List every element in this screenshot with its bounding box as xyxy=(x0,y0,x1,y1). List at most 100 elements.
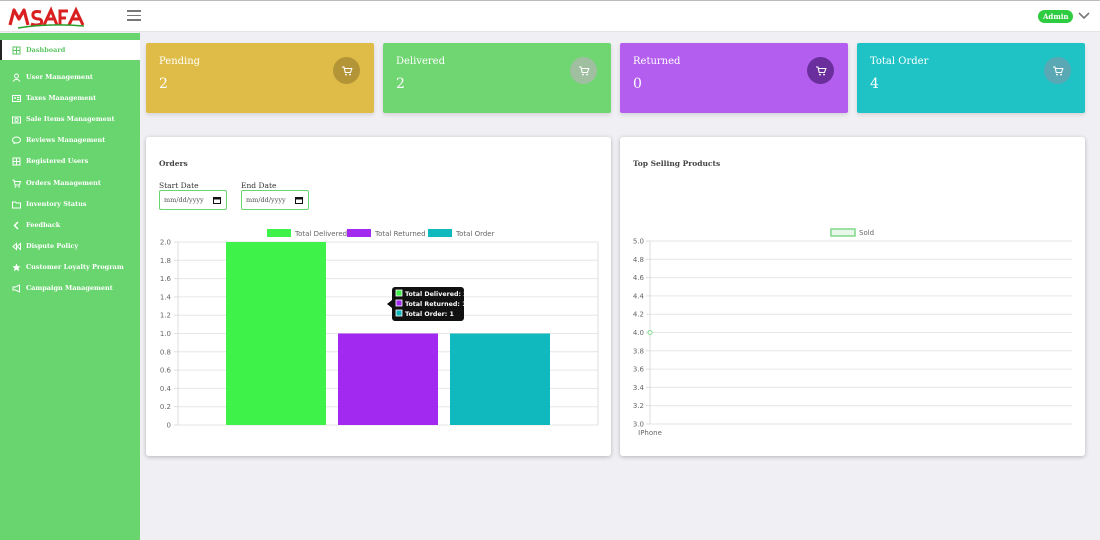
orders-title: Orders xyxy=(159,159,188,168)
sidebar-item-dashboard[interactable]: Dashboard xyxy=(0,40,140,60)
stat-card-pending: Pending 2 xyxy=(146,43,374,113)
bar-total-order xyxy=(450,333,550,425)
sidebar-item-reviews-management[interactable]: Reviews Management xyxy=(0,130,140,150)
y-tick-label: 0.4 xyxy=(160,385,172,393)
start-date-label: Start Date xyxy=(159,181,199,190)
stat-card-label: Pending xyxy=(159,56,201,67)
legend-swatch xyxy=(267,229,291,237)
sidebar-item-feedback[interactable]: Feedback xyxy=(0,215,140,235)
cart-icon xyxy=(12,179,21,188)
sidebar-item-campaign-management[interactable]: Campaign Management xyxy=(0,278,140,298)
top-selling-panel: Top Selling Products Sold 3.0 3.2 3.4 3.6 3.8… xyxy=(620,137,1085,456)
y-tick-label: 0.6 xyxy=(160,367,172,375)
admin-badge[interactable]: Admin xyxy=(1038,10,1074,23)
sidebar-item-label: Campaign Management xyxy=(26,284,113,292)
tooltip-box xyxy=(392,287,464,321)
y-tick-label: 3.8 xyxy=(633,347,644,355)
tooltip-line: Total Delivered: 2 xyxy=(405,291,468,298)
top-selling-title: Top Selling Products xyxy=(633,159,721,168)
sidebar-item-user-management[interactable]: User Management xyxy=(0,67,140,87)
y-tick-label: 4.0 xyxy=(633,329,644,337)
legend-label: Sold xyxy=(859,229,874,237)
sidebar-item-label: Customer Loyalty Program xyxy=(26,263,124,271)
sidebar-item-dispute-policy[interactable]: Dispute Policy xyxy=(0,236,140,256)
stat-card-value: 2 xyxy=(396,76,405,92)
legend-swatch xyxy=(428,229,452,237)
comment-icon xyxy=(12,136,21,144)
cart-icon xyxy=(333,57,360,84)
sidebar-item-label: Taxes Management xyxy=(26,94,97,102)
bar-total-delivered xyxy=(226,242,326,425)
stat-card-label: Delivered xyxy=(396,56,445,67)
sidebar-item-label: Feedback xyxy=(26,221,61,229)
y-tick-label: 4.8 xyxy=(633,256,644,264)
orders-panel: Orders Start Date End Date mm/dd/yyyy mm… xyxy=(146,137,611,456)
y-tick-label: 3.6 xyxy=(633,366,645,374)
sidebar-item-inventory-status[interactable]: Inventory Status xyxy=(0,194,140,214)
bar-total-returned xyxy=(338,333,438,425)
y-tick-label: 2.0 xyxy=(160,239,171,247)
date-placeholder: mm/dd/yyyy xyxy=(246,196,286,204)
end-date-label: End Date xyxy=(241,181,277,190)
legend-swatch xyxy=(347,229,371,237)
y-tick-label: 1.8 xyxy=(160,257,171,265)
calendar-icon[interactable] xyxy=(295,196,303,204)
y-tick-label: 1.2 xyxy=(160,312,171,320)
legend-label: Total Returned xyxy=(374,230,426,238)
megaphone-icon xyxy=(12,283,20,293)
y-tick-label: 0.2 xyxy=(160,403,171,411)
cart-icon xyxy=(570,57,597,84)
orders-bar-chart[interactable]: Total Delivered Total Returned Total Order… xyxy=(146,137,611,456)
cart-icon xyxy=(1044,57,1071,84)
msafa-logo[interactable] xyxy=(8,5,88,29)
y-tick-label: 3.4 xyxy=(633,384,645,392)
stat-card-value: 0 xyxy=(633,76,642,92)
sidebar-item-orders-management[interactable]: Orders Management xyxy=(0,173,140,193)
sidebar-item-label: Sale Items Management xyxy=(26,115,115,123)
y-tick-label: 4.6 xyxy=(633,274,645,282)
legend-label: Total Order xyxy=(455,230,495,238)
chevron-down-icon[interactable] xyxy=(1076,8,1092,24)
sidebar-item-taxes-management[interactable]: Taxes Management xyxy=(0,88,140,108)
tooltip-caret xyxy=(387,300,392,308)
calendar-icon[interactable] xyxy=(213,196,221,204)
y-tick-label: 5.0 xyxy=(633,238,644,246)
stat-card-total-order: Total Order 4 xyxy=(857,43,1085,113)
top-bar: Admin xyxy=(0,0,1100,32)
menu-toggle-icon[interactable] xyxy=(127,10,141,22)
star-icon xyxy=(12,263,21,271)
legend-swatch xyxy=(830,228,856,237)
y-tick-label: 1.4 xyxy=(160,293,172,301)
cart-icon xyxy=(807,57,834,84)
sidebar-item-registered-users[interactable]: Registered Users xyxy=(0,151,140,171)
x-tick-label: IPhone xyxy=(638,429,662,437)
legend-label: Total Delivered xyxy=(294,230,347,238)
chart-tooltip: Total Delivered: 2 Total Returned: 1 Total… xyxy=(387,287,468,321)
y-tick-label: 4.2 xyxy=(633,311,644,319)
folder-icon xyxy=(12,201,21,208)
grid-icon xyxy=(12,46,21,54)
sidebar-item-customer-loyalty-program[interactable]: Customer Loyalty Program xyxy=(0,257,140,277)
id-card-icon xyxy=(12,94,21,102)
y-tick-label: 0.8 xyxy=(160,348,171,356)
y-tick-label: 1.6 xyxy=(160,275,172,283)
data-point xyxy=(647,330,653,335)
sidebar-item-label: Dashboard xyxy=(26,46,66,54)
tooltip-swatch xyxy=(395,289,403,297)
tooltip-line: Total Order: 1 xyxy=(405,311,454,318)
stat-card-value: 4 xyxy=(870,76,879,92)
sidebar-item-label: Inventory Status xyxy=(26,200,87,208)
stat-card-label: Total Order xyxy=(870,56,929,67)
sidebar-item-sale-items-management[interactable]: Sale Items Management xyxy=(0,109,140,129)
rewind-icon xyxy=(12,241,21,251)
stat-card-label: Returned xyxy=(633,56,681,67)
end-date-input[interactable]: mm/dd/yyyy xyxy=(241,190,309,210)
y-tick-label: 4.4 xyxy=(633,292,645,300)
y-tick-label: 1.0 xyxy=(160,330,171,338)
top-selling-line-chart[interactable]: Sold 3.0 3.2 3.4 3.6 3.8 4.0 4.2 4.4 4.6 4.8 5.0 IPh… xyxy=(620,137,1085,456)
stat-card-value: 2 xyxy=(159,76,168,92)
tooltip-line: Total Returned: 1 xyxy=(405,301,466,308)
y-tick-label: 0 xyxy=(167,422,171,430)
start-date-input[interactable]: mm/dd/yyyy xyxy=(159,190,227,210)
camera-icon xyxy=(12,116,21,123)
